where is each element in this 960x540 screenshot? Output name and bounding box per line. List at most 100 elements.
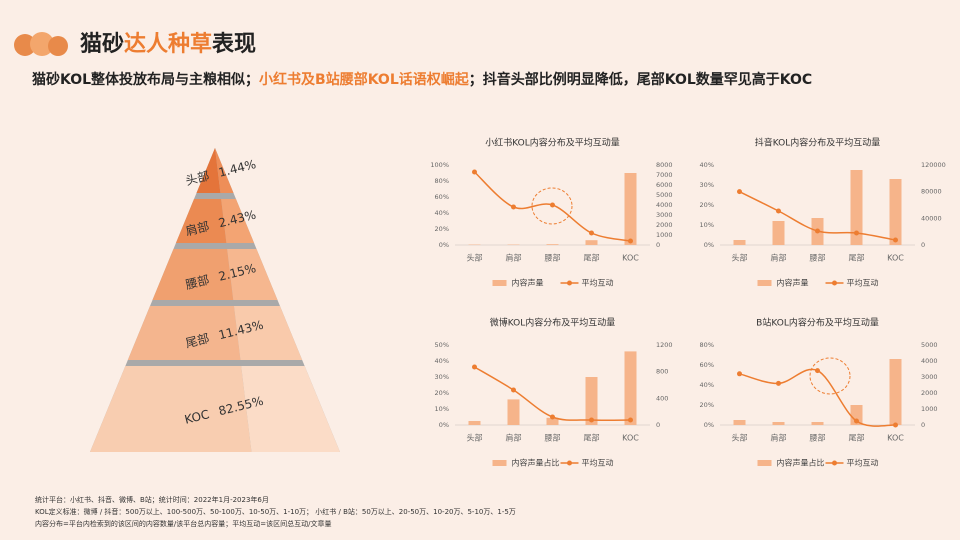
bar [811, 422, 824, 425]
x-tick-label: 尾部 [584, 433, 600, 443]
line-point [776, 380, 781, 386]
x-tick-label: 肩部 [771, 253, 787, 263]
bar [889, 359, 902, 425]
x-tick-label: 腰部 [810, 253, 826, 263]
line-point [472, 169, 477, 175]
x-tick-label: 腰部 [545, 253, 561, 263]
subtitle-part: 猫砂KOL整体投放布局与主粮相似； [32, 71, 259, 88]
chart-title: 抖音KOL内容分布及平均互动量 [755, 137, 881, 149]
bar [889, 179, 902, 245]
y2-tick-label: 0 [921, 421, 925, 429]
line-point [628, 417, 633, 423]
x-tick-label: KOC [887, 434, 904, 443]
legend-label: 平均互动 [582, 458, 614, 468]
line-point [815, 368, 820, 374]
y2-tick-label: 1000 [656, 231, 673, 239]
y2-tick-label: 1000 [921, 405, 938, 413]
subtitle: 猫砂KOL整体投放布局与主粮相似；小红书及B站腰部KOL话语权崛起；抖音头部比例… [32, 71, 812, 88]
x-tick-label: 头部 [732, 253, 748, 263]
y-tick-label: 30% [435, 373, 449, 381]
legend-label: 平均互动 [847, 458, 879, 468]
pyramid-layer [90, 366, 252, 452]
title-part: 表现 [212, 32, 256, 57]
pyramid-layer [175, 199, 227, 243]
y2-tick-label: 120000 [921, 161, 946, 169]
line-point [854, 230, 859, 236]
y-tick-label: 20% [700, 201, 714, 209]
y2-tick-label: 2000 [921, 389, 938, 397]
bar [546, 244, 559, 245]
chart: 小红书KOL内容分布及平均互动量 0% 20% 40% 60% 80% 100% 0 1000 2… [430, 137, 672, 288]
legend-label: 内容声量 [512, 278, 544, 288]
line-point [893, 422, 898, 428]
pyramid-layer [233, 306, 303, 360]
line-point [815, 228, 820, 234]
line-point [628, 238, 633, 244]
y2-tick-label: 7000 [656, 171, 673, 179]
legend-swatch [567, 280, 572, 286]
pyramid-category: 头部 [184, 168, 211, 188]
y-tick-label: 80% [435, 177, 449, 185]
chart: B站KOL内容分布及平均互动量 0% 20% 40% 60% 80% 0 1000 2000 30… [700, 317, 938, 468]
pyramid: 头部 1.44%肩部 2.43%腰部 2.15%尾部 11.43%KOC 82.55% [90, 148, 340, 452]
legend-label: 内容声量 [777, 278, 809, 288]
legend-swatch [567, 460, 572, 466]
y2-tick-label: 6000 [656, 181, 673, 189]
chart: 抖音KOL内容分布及平均互动量 0% 10% 20% 30% 40% 0 40000 80000… [700, 137, 946, 288]
legend-label: 平均互动 [582, 278, 614, 288]
y-tick-label: 100% [430, 161, 449, 169]
bar [624, 351, 637, 425]
subtitle-highlight: 小红书及B站腰部KOL话语权崛起 [259, 71, 470, 88]
bar [585, 377, 598, 425]
x-tick-label: 腰部 [545, 433, 561, 443]
pyramid-category: KOC [183, 407, 211, 427]
y-tick-label: 40% [435, 357, 449, 365]
x-tick-label: 头部 [732, 433, 748, 443]
line-point [893, 237, 898, 243]
y-tick-label: 20% [435, 389, 449, 397]
y-tick-label: 60% [435, 193, 449, 201]
line-point [550, 202, 555, 208]
y-tick-label: 0% [439, 421, 449, 429]
line-point [854, 418, 859, 424]
pyramid-layer [196, 148, 221, 193]
y-tick-label: 40% [435, 209, 449, 217]
line-point [776, 208, 781, 214]
x-tick-label: KOC [622, 254, 639, 263]
line-point [472, 364, 477, 370]
bar [772, 422, 785, 425]
y2-tick-label: 4000 [921, 357, 938, 365]
y-tick-label: 60% [700, 361, 714, 369]
y-tick-label: 40% [700, 161, 714, 169]
highlight-circle [531, 187, 573, 225]
y2-tick-label: 40000 [921, 214, 942, 222]
title: 猫砂达人种草表现 [80, 31, 256, 57]
y-tick-label: 40% [700, 381, 714, 389]
y-tick-label: 80% [700, 341, 714, 349]
y-tick-label: 30% [700, 181, 714, 189]
pyramid-layer [127, 306, 241, 360]
y-tick-label: 10% [700, 221, 714, 229]
title-part: 猫砂 [80, 31, 124, 57]
chart: 微博KOL内容分布及平均互动量 0% 10% 20% 30% 40% 50% 0 400 800 1… [435, 317, 673, 468]
charts: 小红书KOL内容分布及平均互动量 0% 20% 40% 60% 80% 100% 0 1000 2… [430, 137, 945, 468]
line-point [550, 414, 555, 420]
bar [546, 417, 559, 425]
y2-tick-label: 0 [656, 241, 660, 249]
chart-title: B站KOL内容分布及平均互动量 [756, 317, 879, 329]
legend-swatch [832, 460, 837, 466]
footnote: 统计平台：小红书、抖音、微博、B站；统计时间：2022年1月-2023年6月 [35, 495, 269, 504]
y2-tick-label: 3000 [656, 211, 673, 219]
bar [733, 240, 746, 245]
line-point [511, 204, 516, 210]
title-highlight: 达人种草 [124, 31, 212, 57]
bar [733, 420, 746, 425]
x-tick-label: 肩部 [506, 253, 522, 263]
legend-swatch [757, 460, 772, 466]
bar [585, 240, 598, 245]
y-tick-label: 0% [439, 241, 449, 249]
x-tick-label: 尾部 [849, 253, 865, 263]
highlight-circle [809, 357, 851, 395]
subtitle-part: ；抖音头部比例明显降低，尾部KOL数量罕见高于KOC [469, 71, 812, 88]
bar [624, 173, 637, 245]
